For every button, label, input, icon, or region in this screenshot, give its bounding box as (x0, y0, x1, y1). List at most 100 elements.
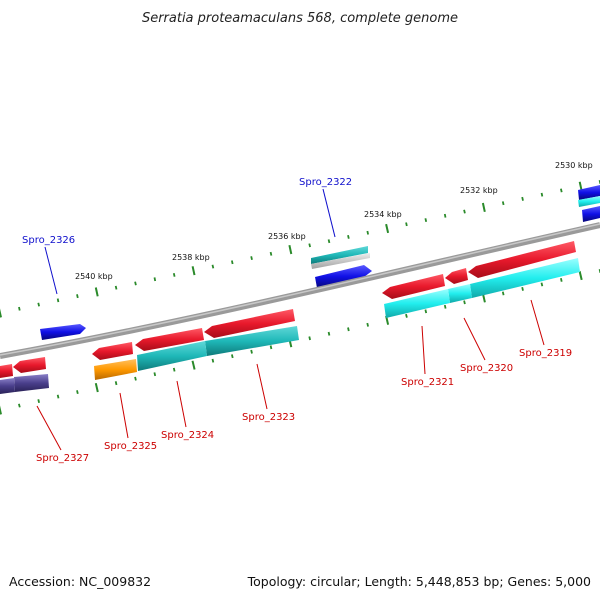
gene-arrow-edge-right (578, 185, 600, 200)
inner-scale-tick (18, 403, 21, 408)
cds-block-spro-2325 (94, 359, 137, 380)
leader-spro-2327 (36, 405, 62, 451)
gene-label-spro-2320[interactable]: Spro_2320 (460, 363, 513, 374)
leader-spro-2320 (463, 317, 486, 361)
outer-scale-tick (463, 209, 466, 214)
gene-label-spro-2322[interactable]: Spro_2322 (299, 177, 352, 188)
leader-spro-2326 (44, 246, 58, 295)
outer-scale-tick (385, 223, 390, 234)
gene-label-spro-2324[interactable]: Spro_2324 (161, 430, 214, 441)
gene-label-spro-2323[interactable]: Spro_2323 (242, 412, 295, 423)
leader-spro-2319 (530, 299, 545, 346)
scale-tick-labels: 2530 kbp 2532 kbp 2534 kbp 2536 kbp 2538… (75, 161, 593, 281)
outer-scale-tick (37, 302, 40, 307)
tick-label-2538: 2538 kbp (172, 253, 210, 262)
inner-scale-tick (269, 345, 273, 350)
outer-scale-tick (56, 298, 60, 303)
outer-scale-tick (153, 277, 157, 282)
inner-scale-tick (56, 394, 60, 399)
cds-block-spro-2320 (448, 284, 472, 303)
cds-block-spro-2319 (470, 258, 580, 298)
inner-scale-tick (578, 270, 583, 281)
gene-arrow-spro-2326[interactable] (40, 324, 86, 340)
inner-scale-tick (211, 358, 215, 363)
tick-label-2536: 2536 kbp (268, 232, 306, 241)
outer-scale-tick (366, 230, 369, 235)
inner-scale-tick (521, 286, 524, 291)
inner-scale-tick (463, 300, 466, 305)
outer-scale-tick (560, 188, 563, 193)
gene-label-spro-2326[interactable]: Spro_2326 (22, 235, 75, 246)
forward-genes (40, 185, 600, 340)
outer-scale-tick (269, 251, 273, 256)
reverse-genes (0, 241, 580, 394)
inner-scale-tick (347, 327, 350, 332)
tick-label-2534: 2534 kbp (364, 210, 402, 219)
outer-scale-tick (0, 308, 2, 318)
gene-labels: Spro_2326 Spro_2322 Spro_2319 Spro_2320 … (22, 177, 572, 464)
gene-arrow-spro-2320[interactable] (445, 268, 468, 284)
tick-label-2532: 2532 kbp (460, 186, 498, 195)
inner-scale-tick (0, 405, 2, 415)
inner-scale-tick (134, 376, 137, 381)
cds-block-spro-2323 (205, 326, 299, 356)
inner-scale-tick (37, 399, 40, 404)
gene-arrow-spro-2327[interactable] (13, 357, 46, 373)
inner-scale-tick (172, 367, 176, 372)
outer-scale-tick (211, 264, 215, 269)
genome-backbone (0, 222, 600, 359)
gene-arrow-spro-2322[interactable] (315, 265, 372, 288)
gene-arrow-spro-2324[interactable] (135, 328, 204, 351)
outer-scale-tick (250, 256, 253, 261)
leader-spro-2321 (421, 325, 426, 375)
gene-label-spro-2319[interactable]: Spro_2319 (519, 348, 572, 359)
inner-scale-tick (94, 382, 99, 393)
gene-arrow-edge-right-2 (582, 206, 600, 222)
gene-arrow-spro-2321[interactable] (382, 274, 445, 299)
cds-block-spro-2324 (137, 341, 207, 371)
inner-scale-tick (153, 372, 157, 377)
outer-scale-tick (76, 294, 79, 299)
cds-shadow-spro-2322 (311, 253, 370, 269)
cds-block-edge-right (578, 196, 600, 207)
outer-scale-tick (18, 306, 21, 311)
inner-scale-tick (405, 313, 408, 318)
outer-scale-tick (288, 244, 293, 255)
inner-scale-tick (327, 331, 331, 336)
cds-block-spro-2322 (311, 246, 368, 264)
gene-arrow-spro-2325[interactable] (92, 342, 133, 360)
inner-scale-tick (114, 381, 118, 386)
inner-scale-tick (501, 291, 505, 296)
inner-scale-tick (191, 360, 196, 370)
outer-scale-tick (94, 287, 99, 297)
gene-label-spro-2321[interactable]: Spro_2321 (401, 377, 454, 388)
gene-label-spro-2327[interactable]: Spro_2327 (36, 453, 89, 464)
leader-spro-2324 (176, 380, 187, 428)
outer-scale-tick (521, 196, 524, 201)
inner-scale-tick (250, 349, 253, 354)
gene-arrow-spro-2323[interactable] (204, 309, 295, 338)
cds-block-spro-2327 (14, 374, 49, 392)
gene-arrow-spro-2319[interactable] (468, 241, 576, 278)
outer-scale-tick (443, 213, 447, 218)
gene-arrow-edge-left (0, 364, 13, 378)
outer-scale-tick (114, 285, 118, 290)
cds-block-spro-2321 (384, 289, 450, 318)
leader-spro-2323 (256, 363, 268, 410)
outer-scale-tick (405, 222, 408, 227)
outer-scale-tick (231, 260, 234, 265)
outer-scale-tick (424, 218, 428, 223)
gene-label-spro-2325[interactable]: Spro_2325 (104, 441, 157, 452)
outer-scale-tick (327, 239, 331, 244)
accession-text: Accession: NC_009832 (9, 574, 151, 589)
label-leaders (36, 188, 545, 451)
outer-scale-tick (134, 281, 137, 286)
outer-scale-tick (540, 192, 544, 197)
outer-scale-tick (578, 181, 583, 191)
inner-scale-tick (560, 277, 563, 282)
outer-scale-tick (172, 272, 176, 277)
genome-backbone-highlight (0, 223, 600, 356)
topology-summary-text: Topology: circular; Length: 5,448,853 bp… (247, 574, 591, 589)
tick-label-2530: 2530 kbp (555, 161, 593, 170)
inner-scale-tick (76, 390, 79, 395)
